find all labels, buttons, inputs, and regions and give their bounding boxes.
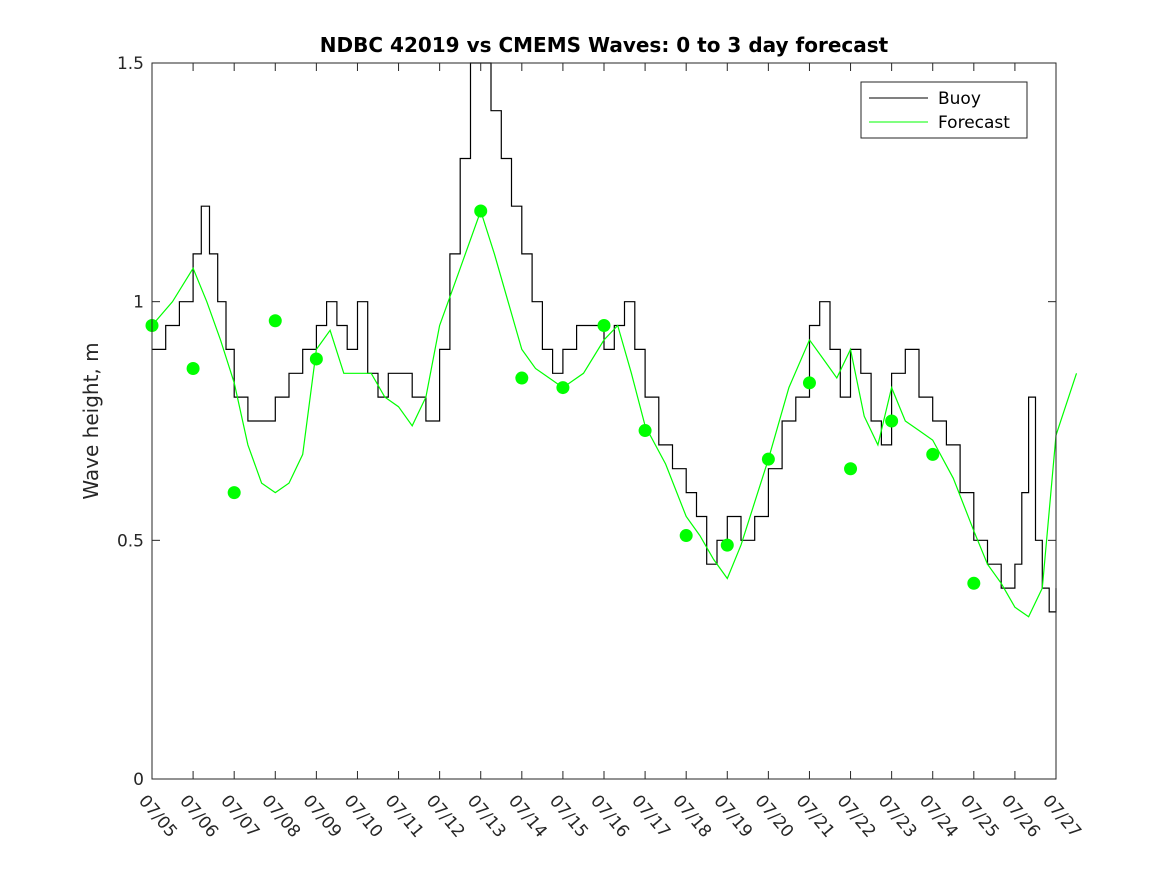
legend-box (860, 81, 1028, 139)
series-layer (151, 62, 1078, 618)
y-tick-label: 1 (133, 293, 144, 313)
y-tick-label: 0.5 (117, 531, 144, 551)
legend-label-buoy: Buoy (938, 89, 981, 109)
forecast-start-point (556, 381, 570, 395)
forecast-start-point (597, 319, 611, 333)
chart-title: NDBC 42019 vs CMEMS Waves: 0 to 3 day fo… (320, 33, 889, 57)
forecast-start-point (515, 371, 529, 385)
legend: Buoy Forecast (860, 81, 1028, 139)
forecast-start-point (638, 424, 652, 438)
forecast-start-point (186, 361, 200, 375)
forecast-start-point (802, 376, 816, 390)
legend-label-forecast: Forecast (938, 113, 1010, 133)
y-tick-label: 1.5 (117, 54, 144, 74)
forecast-start-point (885, 414, 899, 428)
forecast-start-point (309, 352, 323, 366)
forecast-start-point (268, 314, 282, 328)
forecast-start-point (474, 204, 488, 218)
forecast-start-point (761, 452, 775, 466)
plot-area (152, 63, 1056, 779)
forecast-start-point (844, 462, 858, 476)
forecast-start-point (926, 447, 940, 461)
forecast-start-point (967, 576, 981, 590)
forecast-start-point (720, 538, 734, 552)
y-tick-label: 0 (133, 770, 144, 790)
y-axis: 0 0.5 1 1.5 (117, 54, 1056, 790)
forecast-start-point (679, 529, 693, 543)
y-axis-label: Wave height, m (79, 342, 103, 499)
forecast-start-point (227, 486, 241, 500)
series-line-forecast (151, 209, 1078, 618)
